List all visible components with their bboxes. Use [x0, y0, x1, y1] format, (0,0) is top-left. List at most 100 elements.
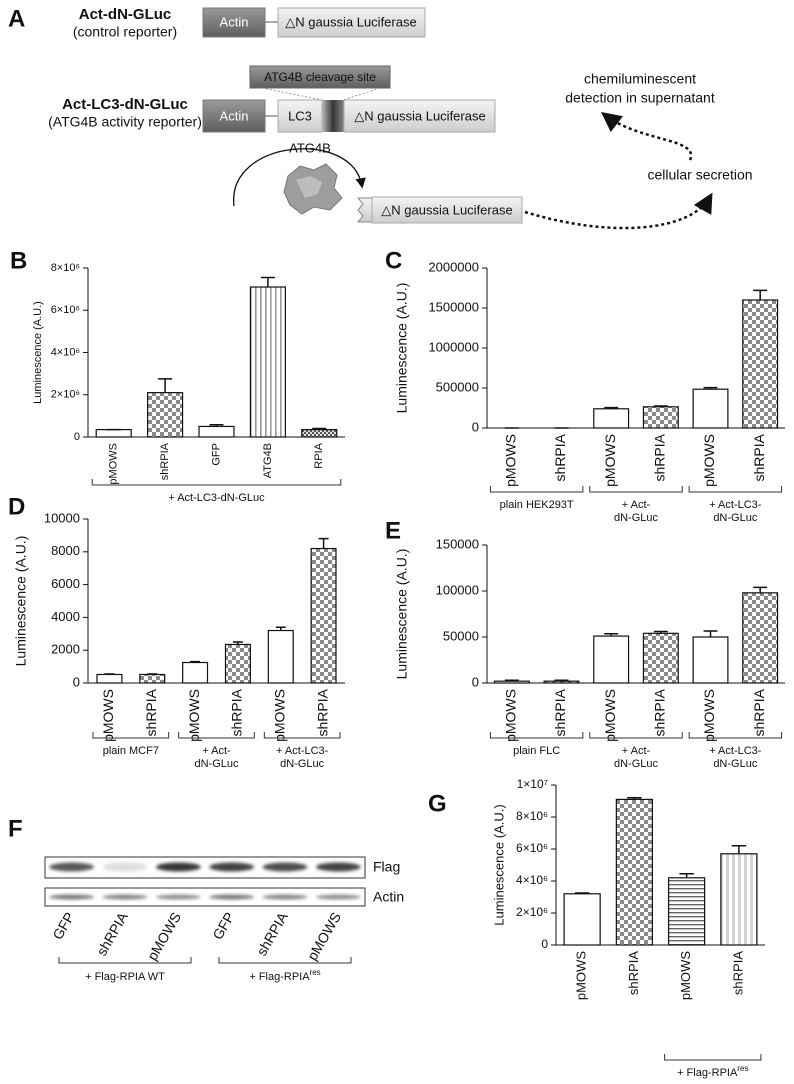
- bar: [593, 408, 630, 429]
- y-tick-label: 100000: [436, 582, 479, 597]
- y-tick-label: 2×10⁶: [51, 389, 80, 401]
- group-label: plain MCF7: [103, 745, 159, 757]
- cleavage-arrow: [233, 148, 366, 207]
- lane-label: pMOWS: [144, 909, 184, 963]
- y-tick-label: 1500000: [428, 299, 479, 314]
- group-label: + Act-LC3-: [276, 745, 329, 757]
- y-tick-label: 4000: [51, 609, 80, 624]
- group-label: dN-GLuc: [614, 512, 659, 524]
- bar: [95, 429, 132, 438]
- blot-row-label: Flag: [373, 859, 400, 875]
- panel-a: A Act-dN-GLuc (control reporter) Actin △…: [8, 5, 753, 230]
- bar: [563, 893, 601, 946]
- error-bar: [753, 289, 768, 300]
- y-tick-label: 8×10⁶: [51, 262, 80, 274]
- construct-note: (ATG4B activity reporter): [48, 114, 202, 130]
- box-label: △N gaussia Luciferase: [285, 14, 416, 29]
- group-label: + Act-: [202, 745, 231, 757]
- construct-name: Act-dN-GLuc: [79, 6, 172, 23]
- panel-letter: G: [428, 790, 447, 817]
- detection-label: chemiluminescent: [584, 71, 696, 87]
- bar: [742, 592, 779, 684]
- error-bar: [653, 405, 668, 407]
- band: [209, 862, 255, 872]
- box-label: LC3: [288, 108, 312, 123]
- blot-strip: [44, 856, 366, 879]
- error-bar: [318, 537, 329, 549]
- panel-letter: A: [8, 5, 25, 32]
- error-bar: [554, 679, 569, 682]
- y-tick-label: 50000: [443, 628, 479, 643]
- x-tick-label: shRPIA: [652, 688, 668, 736]
- y-tick-label: 1000000: [428, 339, 479, 354]
- band: [262, 862, 308, 872]
- luciferase-box: [371, 196, 523, 224]
- x-tick-label: pMOWS: [186, 689, 202, 742]
- secretion-label: cellular secretion: [647, 167, 752, 183]
- group-label: + Flag-RPIAres: [677, 1064, 748, 1079]
- error-bar: [260, 276, 275, 288]
- bar: [543, 680, 580, 684]
- y-tick-label: 6×10⁶: [516, 841, 548, 855]
- bar: [224, 643, 251, 684]
- x-tick-label: pMOWS: [108, 443, 120, 485]
- cleaved-end: [356, 197, 373, 223]
- x-tick-label: shRPIA: [314, 688, 330, 736]
- y-tick-label: 150000: [436, 536, 479, 551]
- x-tick-label: pMOWS: [574, 951, 589, 1000]
- y-tick-label: 4×10⁶: [51, 346, 80, 358]
- x-tick-label: RPIA: [313, 442, 325, 468]
- zoom-line: [261, 87, 323, 101]
- group-bracket: [489, 486, 584, 493]
- panel-letter: B: [10, 247, 27, 274]
- group-bracket: [589, 486, 683, 493]
- y-axis-label: Luminescence (A.U.): [32, 301, 44, 404]
- x-tick-label: shRPIA: [751, 688, 767, 736]
- error-bar: [731, 845, 747, 854]
- bar: [615, 798, 654, 946]
- error-bar: [275, 626, 286, 631]
- group-bracket: [92, 732, 170, 739]
- error-bar: [190, 660, 201, 663]
- group-bracket: [218, 957, 352, 964]
- y-tick-label: 6×10⁶: [51, 304, 80, 316]
- x-tick-label: shRPIA: [652, 433, 668, 481]
- x-tick-label: shRPIA: [751, 433, 767, 481]
- panel-letter: D: [8, 493, 25, 520]
- panel-letter: E: [385, 517, 401, 544]
- error-bar: [653, 630, 668, 634]
- x-tick-label: shRPIA: [159, 442, 171, 480]
- band: [49, 894, 95, 900]
- band: [155, 894, 201, 900]
- y-tick-label: 1×10⁷: [517, 777, 548, 791]
- band: [155, 862, 201, 872]
- x-tick-label: pMOWS: [678, 951, 693, 1000]
- cleavage-box: [249, 65, 391, 89]
- group-label: + Act-LC3-: [709, 499, 762, 511]
- group-bracket: [58, 957, 192, 964]
- y-tick-label: 0: [472, 674, 479, 689]
- error-bar: [679, 873, 694, 878]
- y-tick-label: 2×10⁶: [516, 905, 548, 919]
- error-bar: [312, 427, 327, 430]
- bar: [642, 632, 679, 684]
- error-bar: [604, 633, 619, 637]
- band: [262, 894, 308, 900]
- bar: [182, 661, 209, 684]
- group-bracket: [688, 732, 783, 739]
- superscript: res: [737, 1064, 748, 1073]
- bar: [249, 286, 286, 438]
- error-bar: [627, 797, 642, 800]
- x-tick-label: shRPIA: [229, 688, 245, 736]
- bar: [742, 299, 779, 429]
- box-label: △N gaussia Luciferase: [354, 108, 485, 123]
- error-bar: [703, 630, 718, 637]
- group-bracket: [664, 1054, 762, 1061]
- bar: [692, 388, 729, 429]
- blot-row-label: Actin: [373, 889, 404, 905]
- bar: [198, 425, 235, 438]
- band: [315, 894, 361, 900]
- bar: [147, 392, 184, 438]
